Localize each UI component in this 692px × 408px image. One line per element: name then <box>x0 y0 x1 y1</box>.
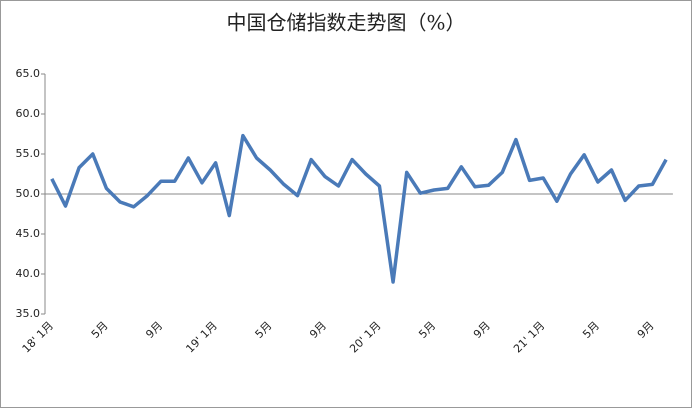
y-tick-label: 50.0 <box>16 187 41 200</box>
y-tick-label: 65.0 <box>16 67 41 80</box>
data-line <box>50 133 668 284</box>
y-tick-label: 35.0 <box>16 307 41 320</box>
y-tick-label: 60.0 <box>16 107 41 120</box>
y-tick-label: 55.0 <box>16 147 41 160</box>
y-tick-label: 40.0 <box>16 267 41 280</box>
chart-title: 中国仓储指数走势图（%） <box>226 11 465 35</box>
y-tick-label: 45.0 <box>16 227 41 240</box>
